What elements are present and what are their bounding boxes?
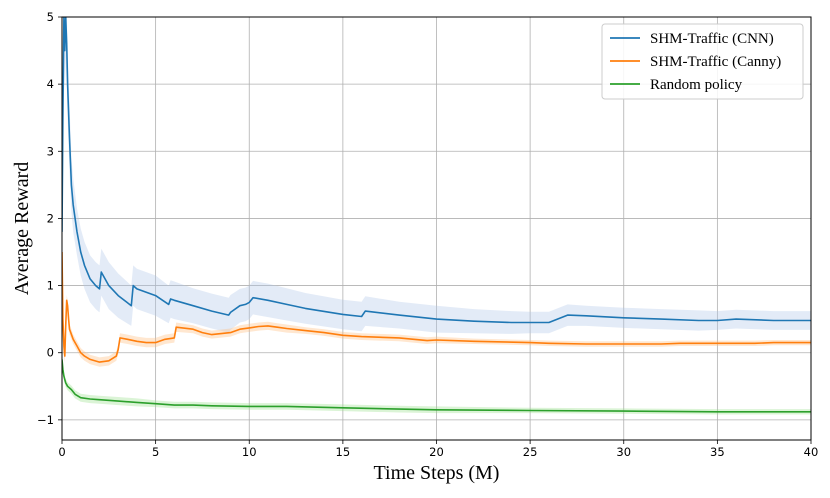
legend: SHM-Traffic (CNN) SHM-Traffic (Canny) Rand…: [601, 23, 804, 100]
x-tick-label: 40: [804, 445, 819, 459]
axis-ticks: 0 5 10 15 20 25 30 35 40 −1 0 1 2 3 4 5: [37, 10, 818, 459]
y-tick-label: 4: [47, 77, 54, 91]
x-tick-label: 0: [58, 445, 65, 459]
legend-label-0: SHM-Traffic (CNN): [650, 31, 774, 47]
x-axis-title: Time Steps (M): [374, 462, 500, 484]
x-tick-label: 20: [429, 445, 444, 459]
y-tick-label: 3: [47, 144, 54, 158]
x-tick-label: 25: [523, 445, 538, 459]
x-tick-label: 30: [616, 445, 631, 459]
series-line-0: [62, 17, 811, 324]
x-tick-label: 35: [710, 445, 725, 459]
series-line-1: [62, 251, 811, 363]
series-band-0: [62, 17, 811, 334]
x-tick-label: 5: [152, 445, 159, 459]
series-line-2: [62, 359, 811, 413]
x-tick-label: 15: [336, 445, 351, 459]
legend-label-1: SHM-Traffic (Canny): [650, 54, 781, 70]
y-tick-label: 1: [47, 279, 54, 293]
series-lines: [62, 17, 811, 413]
legend-box: [601, 23, 804, 100]
y-axis-title: Average Reward: [11, 162, 33, 295]
y-tick-label: −1: [37, 413, 54, 427]
legend-label-2: Random policy: [650, 77, 743, 93]
y-tick-label: 0: [47, 346, 54, 360]
y-tick-label: 5: [47, 10, 54, 24]
y-tick-label: 2: [47, 211, 54, 225]
x-tick-label: 10: [242, 445, 257, 459]
